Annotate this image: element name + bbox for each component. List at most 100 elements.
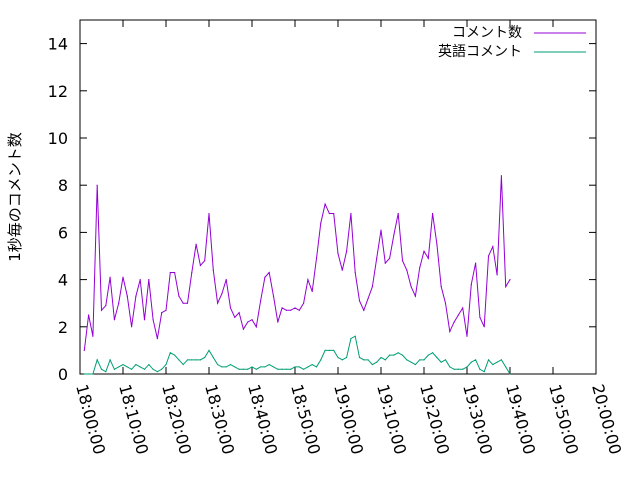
data-point bbox=[453, 368, 455, 370]
data-point bbox=[328, 212, 330, 215]
data-point bbox=[436, 356, 438, 359]
data-point bbox=[260, 366, 262, 368]
data-point bbox=[182, 302, 184, 304]
data-point bbox=[208, 349, 210, 351]
data-point bbox=[126, 366, 128, 368]
x-tick-label: 19:20:00 bbox=[416, 382, 453, 456]
x-axis: 18:00:00 18:10:00 18:20:00 18:30:00 18:40:00… bbox=[72, 20, 625, 456]
data-point bbox=[113, 319, 115, 321]
data-point bbox=[311, 363, 313, 366]
y-tick-label: 6 bbox=[58, 223, 68, 242]
data-point bbox=[152, 368, 154, 370]
data-point bbox=[337, 253, 339, 255]
data-point bbox=[92, 335, 94, 337]
data-point bbox=[126, 295, 128, 297]
data-point bbox=[139, 279, 141, 281]
y-tick-label: 8 bbox=[58, 176, 68, 195]
data-point bbox=[341, 269, 343, 271]
data-point bbox=[475, 359, 477, 361]
data-point bbox=[423, 359, 425, 361]
x-tick-label: 19:30:00 bbox=[459, 382, 496, 456]
data-point bbox=[462, 368, 464, 370]
data-point bbox=[135, 295, 137, 297]
data-point bbox=[100, 309, 103, 311]
legend-label-comments: コメント数 bbox=[452, 25, 522, 41]
data-point bbox=[462, 307, 464, 309]
data-point bbox=[303, 368, 305, 370]
data-point bbox=[131, 368, 133, 370]
y-tick-label: 10 bbox=[48, 129, 68, 148]
data-point bbox=[496, 361, 498, 363]
series-line bbox=[83, 175, 511, 351]
data-point bbox=[483, 371, 485, 373]
data-point bbox=[363, 309, 365, 311]
data-point bbox=[358, 300, 361, 302]
data-point bbox=[324, 203, 326, 205]
data-point bbox=[122, 363, 124, 366]
data-point bbox=[453, 321, 455, 323]
data-point bbox=[178, 295, 180, 297]
data-point bbox=[496, 274, 498, 276]
data-point bbox=[156, 371, 158, 373]
data-point bbox=[315, 366, 318, 368]
x-tick-label: 19:40:00 bbox=[502, 382, 539, 456]
x-tick-label: 18:10:00 bbox=[115, 382, 152, 456]
data-point bbox=[161, 368, 163, 370]
data-point bbox=[432, 352, 434, 354]
data-point bbox=[178, 359, 180, 361]
data-point bbox=[229, 363, 232, 366]
x-tick-label: 19:10:00 bbox=[373, 382, 410, 456]
data-point bbox=[113, 368, 115, 370]
data-point bbox=[148, 279, 150, 281]
data-point bbox=[457, 314, 459, 316]
data-point bbox=[238, 368, 240, 370]
data-point bbox=[242, 328, 244, 330]
plot-frame bbox=[79, 19, 597, 375]
data-point bbox=[410, 361, 412, 363]
data-point bbox=[393, 234, 395, 236]
legend-label-english: 英語コメント bbox=[438, 43, 522, 60]
data-point bbox=[118, 366, 120, 368]
data-point bbox=[354, 271, 356, 274]
data-point bbox=[156, 338, 158, 340]
data-point bbox=[492, 245, 494, 248]
x-tick-label: 20:00:00 bbox=[588, 382, 625, 456]
data-point bbox=[487, 359, 490, 361]
data-point bbox=[509, 373, 511, 375]
data-point bbox=[475, 262, 477, 264]
data-point bbox=[397, 212, 399, 215]
data-point bbox=[290, 368, 292, 370]
data-point bbox=[397, 352, 399, 354]
data-point bbox=[419, 359, 421, 361]
data-point bbox=[195, 243, 197, 245]
data-point bbox=[320, 359, 322, 361]
data-point bbox=[105, 371, 107, 373]
data-point bbox=[401, 354, 404, 356]
data-point bbox=[457, 368, 459, 370]
data-point bbox=[191, 271, 193, 274]
data-point bbox=[217, 363, 219, 366]
data-point bbox=[444, 302, 447, 304]
data-point bbox=[169, 271, 171, 274]
data-point bbox=[406, 269, 408, 271]
data-point bbox=[264, 276, 266, 278]
data-point bbox=[505, 286, 507, 288]
data-point bbox=[380, 356, 382, 359]
y-axis-label: 1秒毎のコメント数 bbox=[6, 132, 24, 262]
data-point bbox=[148, 363, 150, 366]
data-point bbox=[483, 326, 485, 328]
data-point bbox=[358, 356, 361, 359]
plot-area: 0 2 4 6 8 10 12 14 18:00:00 18:10:00 18:20:00 18:3… bbox=[48, 19, 625, 456]
data-point bbox=[367, 297, 369, 300]
data-point bbox=[229, 307, 232, 309]
data-point bbox=[285, 309, 287, 311]
data-point bbox=[500, 175, 502, 177]
data-point bbox=[195, 359, 197, 361]
data-point bbox=[234, 316, 236, 318]
data-point bbox=[509, 279, 511, 281]
data-point bbox=[186, 359, 189, 361]
data-point bbox=[500, 359, 502, 361]
data-point bbox=[440, 286, 442, 288]
data-point bbox=[225, 279, 227, 281]
